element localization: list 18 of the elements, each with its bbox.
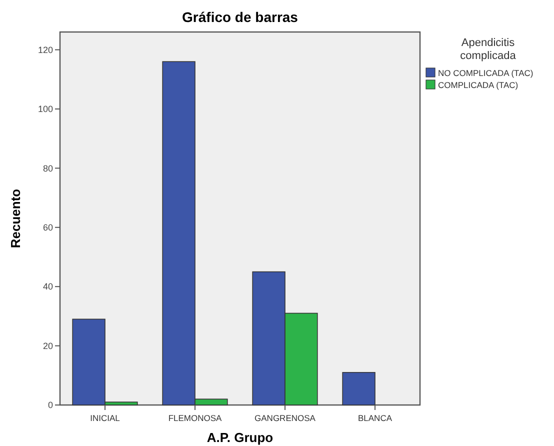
x-tick-label: BLANCA bbox=[358, 413, 392, 423]
x-tick-label: GANGRENOSA bbox=[254, 413, 316, 423]
x-tick-label: FLEMONOSA bbox=[168, 413, 222, 423]
chart-title: Gráfico de barras bbox=[182, 9, 298, 25]
y-tick-label: 60 bbox=[42, 222, 53, 233]
y-tick-label: 20 bbox=[42, 340, 53, 351]
y-tick-label: 100 bbox=[38, 104, 53, 114]
y-tick-label: 40 bbox=[42, 282, 53, 292]
x-axis-title: A.P. Grupo bbox=[206, 430, 274, 445]
bar bbox=[342, 372, 376, 406]
legend-label: COMPLICADA (TAC) bbox=[438, 80, 518, 90]
y-tick-label: 120 bbox=[38, 44, 53, 55]
legend-title: Apendicitis complicada bbox=[460, 37, 517, 62]
y-tick-label: 80 bbox=[42, 163, 53, 174]
x-tick-label: INICIAL bbox=[90, 413, 120, 423]
legend-label: NO COMPLICADA (TAC) bbox=[438, 68, 534, 78]
y-tick-label: 0 bbox=[48, 400, 53, 410]
y-axis-title: Recuento bbox=[8, 188, 23, 248]
